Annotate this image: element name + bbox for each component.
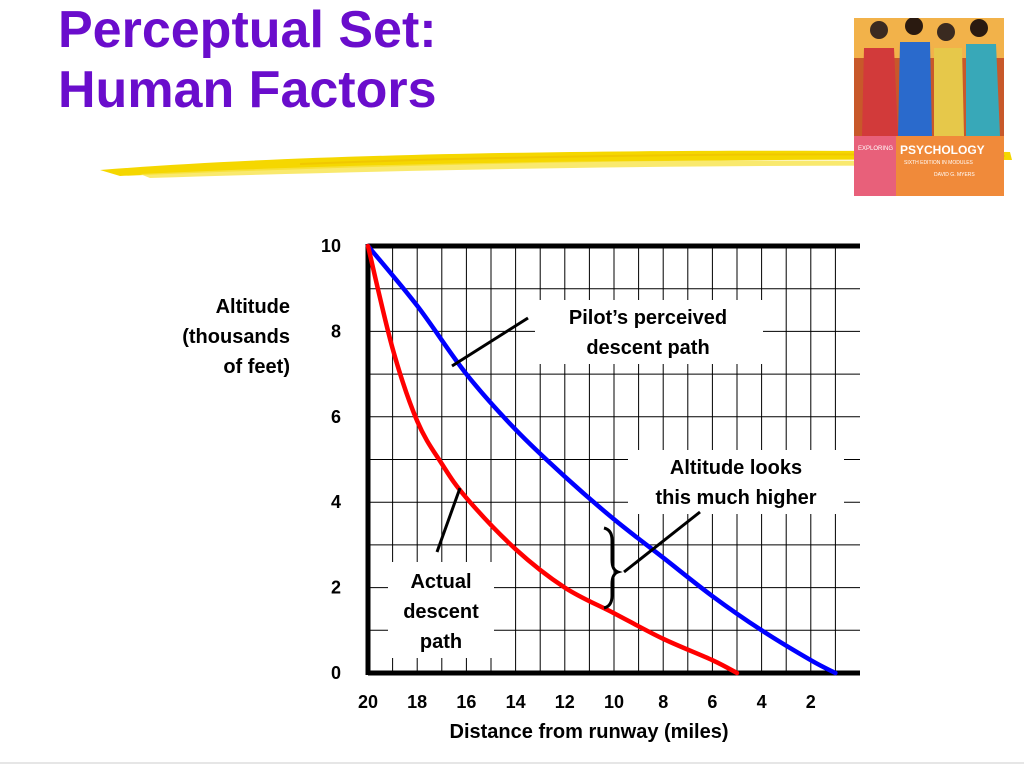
title-line-2: Human Factors — [58, 61, 437, 119]
slide-title: Perceptual Set: Human Factors — [58, 0, 437, 120]
y-axis-label-line-1: Altitude — [216, 296, 290, 318]
y-tick-label: 8 — [331, 321, 341, 341]
annotation-gap-line-2: this much higher — [655, 487, 816, 509]
annotation-perceived-bg — [535, 300, 763, 364]
cover-series-label: EXPLORING — [858, 146, 893, 152]
annotation-gap-bg — [628, 450, 844, 514]
annotation-gap-line-1: Altitude looks — [670, 457, 802, 479]
x-tick-label: 10 — [604, 692, 624, 712]
x-tick-label: 20 — [358, 692, 378, 712]
slide-bottom-rule — [0, 762, 1024, 764]
y-tick-labels: 0 2 4 6 8 10 — [321, 236, 341, 683]
annotation-perceived-line-1: Pilot’s perceived — [569, 307, 727, 329]
x-tick-label: 16 — [456, 692, 476, 712]
y-tick-label: 6 — [331, 407, 341, 427]
cover-title: PSYCHOLOGY — [900, 143, 985, 157]
x-tick-label: 2 — [806, 692, 816, 712]
title-line-1: Perceptual Set: — [58, 1, 437, 59]
annotation-actual-line-3: path — [420, 631, 462, 653]
y-axis-label-line-3: of feet) — [223, 356, 290, 378]
x-tick-label: 8 — [658, 692, 668, 712]
annotation-perceived-pointer — [451, 316, 529, 368]
perceived-descent-line — [365, 243, 838, 676]
x-axis-label: Distance from runway (miles) — [450, 721, 729, 743]
x-tick-labels: 20 18 16 14 12 10 8 6 4 2 — [358, 692, 816, 712]
annotation-actual-pointer — [435, 487, 462, 553]
cover-subtitle: SIXTH EDITION IN MODULES — [904, 160, 974, 166]
x-tick-label: 14 — [506, 692, 526, 712]
annotation-gap-pointer — [623, 510, 701, 574]
x-tick-label: 6 — [707, 692, 717, 712]
y-axis-label-line-2: (thousands — [182, 326, 290, 348]
actual-descent-line — [365, 243, 740, 676]
x-tick-label: 12 — [555, 692, 575, 712]
x-tick-label: 4 — [757, 692, 767, 712]
annotation-gap-brace — [603, 526, 623, 610]
annotation-perceived-line-2: descent path — [586, 337, 709, 359]
annotation-actual-line-2: descent — [403, 601, 479, 623]
y-tick-label: 10 — [321, 236, 341, 256]
y-tick-label: 0 — [331, 663, 341, 683]
y-tick-label: 4 — [331, 492, 341, 512]
annotation-actual-bg — [388, 562, 494, 658]
chart-series — [365, 243, 838, 676]
cover-author: DAVID G. MYERS — [934, 172, 975, 178]
annotation-actual-line-1: Actual — [410, 571, 471, 593]
book-cover-image: EXPLORING PSYCHOLOGY SIXTH EDITION IN MO… — [854, 18, 1004, 196]
x-tick-label: 18 — [407, 692, 427, 712]
y-tick-label: 2 — [331, 578, 341, 598]
